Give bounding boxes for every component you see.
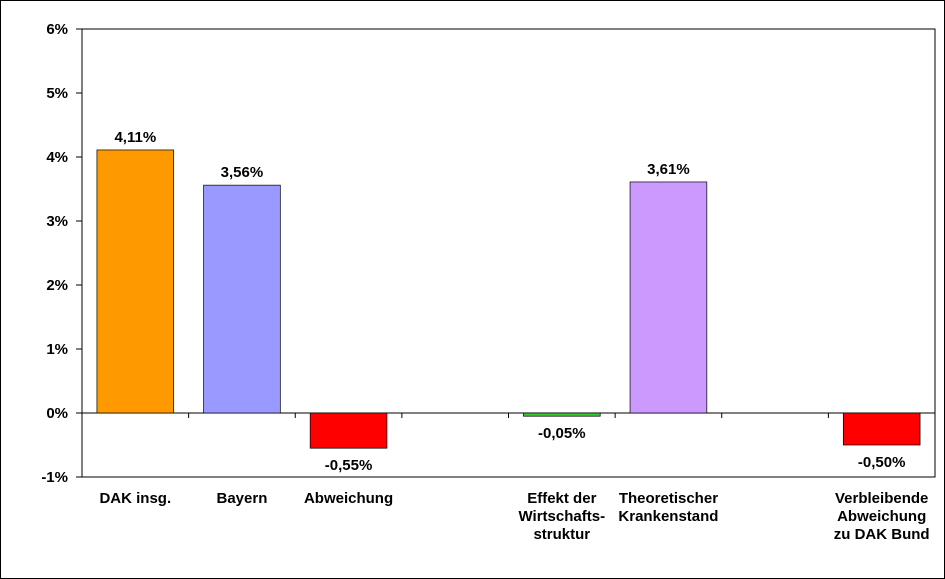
plot-frame	[81, 28, 936, 478]
y-tick-label: 0%	[46, 405, 68, 422]
bar	[203, 184, 281, 414]
data-label: -0,05%	[538, 425, 586, 442]
bar	[96, 149, 175, 414]
x-tick-label: Bayern	[217, 490, 268, 507]
y-tick-label: 4%	[46, 149, 68, 166]
x-tick-label: DAK insg.	[99, 490, 171, 507]
data-label: -0,50%	[858, 454, 906, 471]
x-tick-label: Verbleibende Abweichung zu DAK Bund	[834, 490, 930, 543]
x-tick-label: Theoretischer Krankenstand	[618, 490, 718, 525]
data-label: 4,11%	[114, 129, 156, 146]
bar	[309, 412, 388, 449]
bar	[523, 412, 601, 417]
bar	[629, 181, 708, 414]
y-tick-label: 3%	[46, 213, 68, 230]
x-tick-label: Abweichung	[304, 490, 393, 507]
y-tick-label: 5%	[46, 85, 68, 102]
y-tick-label: 6%	[46, 21, 68, 38]
y-tick-label: -1%	[41, 469, 68, 486]
data-label: -0,55%	[325, 457, 373, 474]
y-tick-label: 1%	[46, 341, 68, 358]
x-tick-label: Effekt der Wirtschafts-struktur	[519, 490, 606, 543]
data-label: 3,56%	[221, 164, 264, 181]
data-label: 3,61%	[647, 161, 690, 178]
bar	[842, 412, 921, 446]
y-tick-label: 2%	[46, 277, 68, 294]
